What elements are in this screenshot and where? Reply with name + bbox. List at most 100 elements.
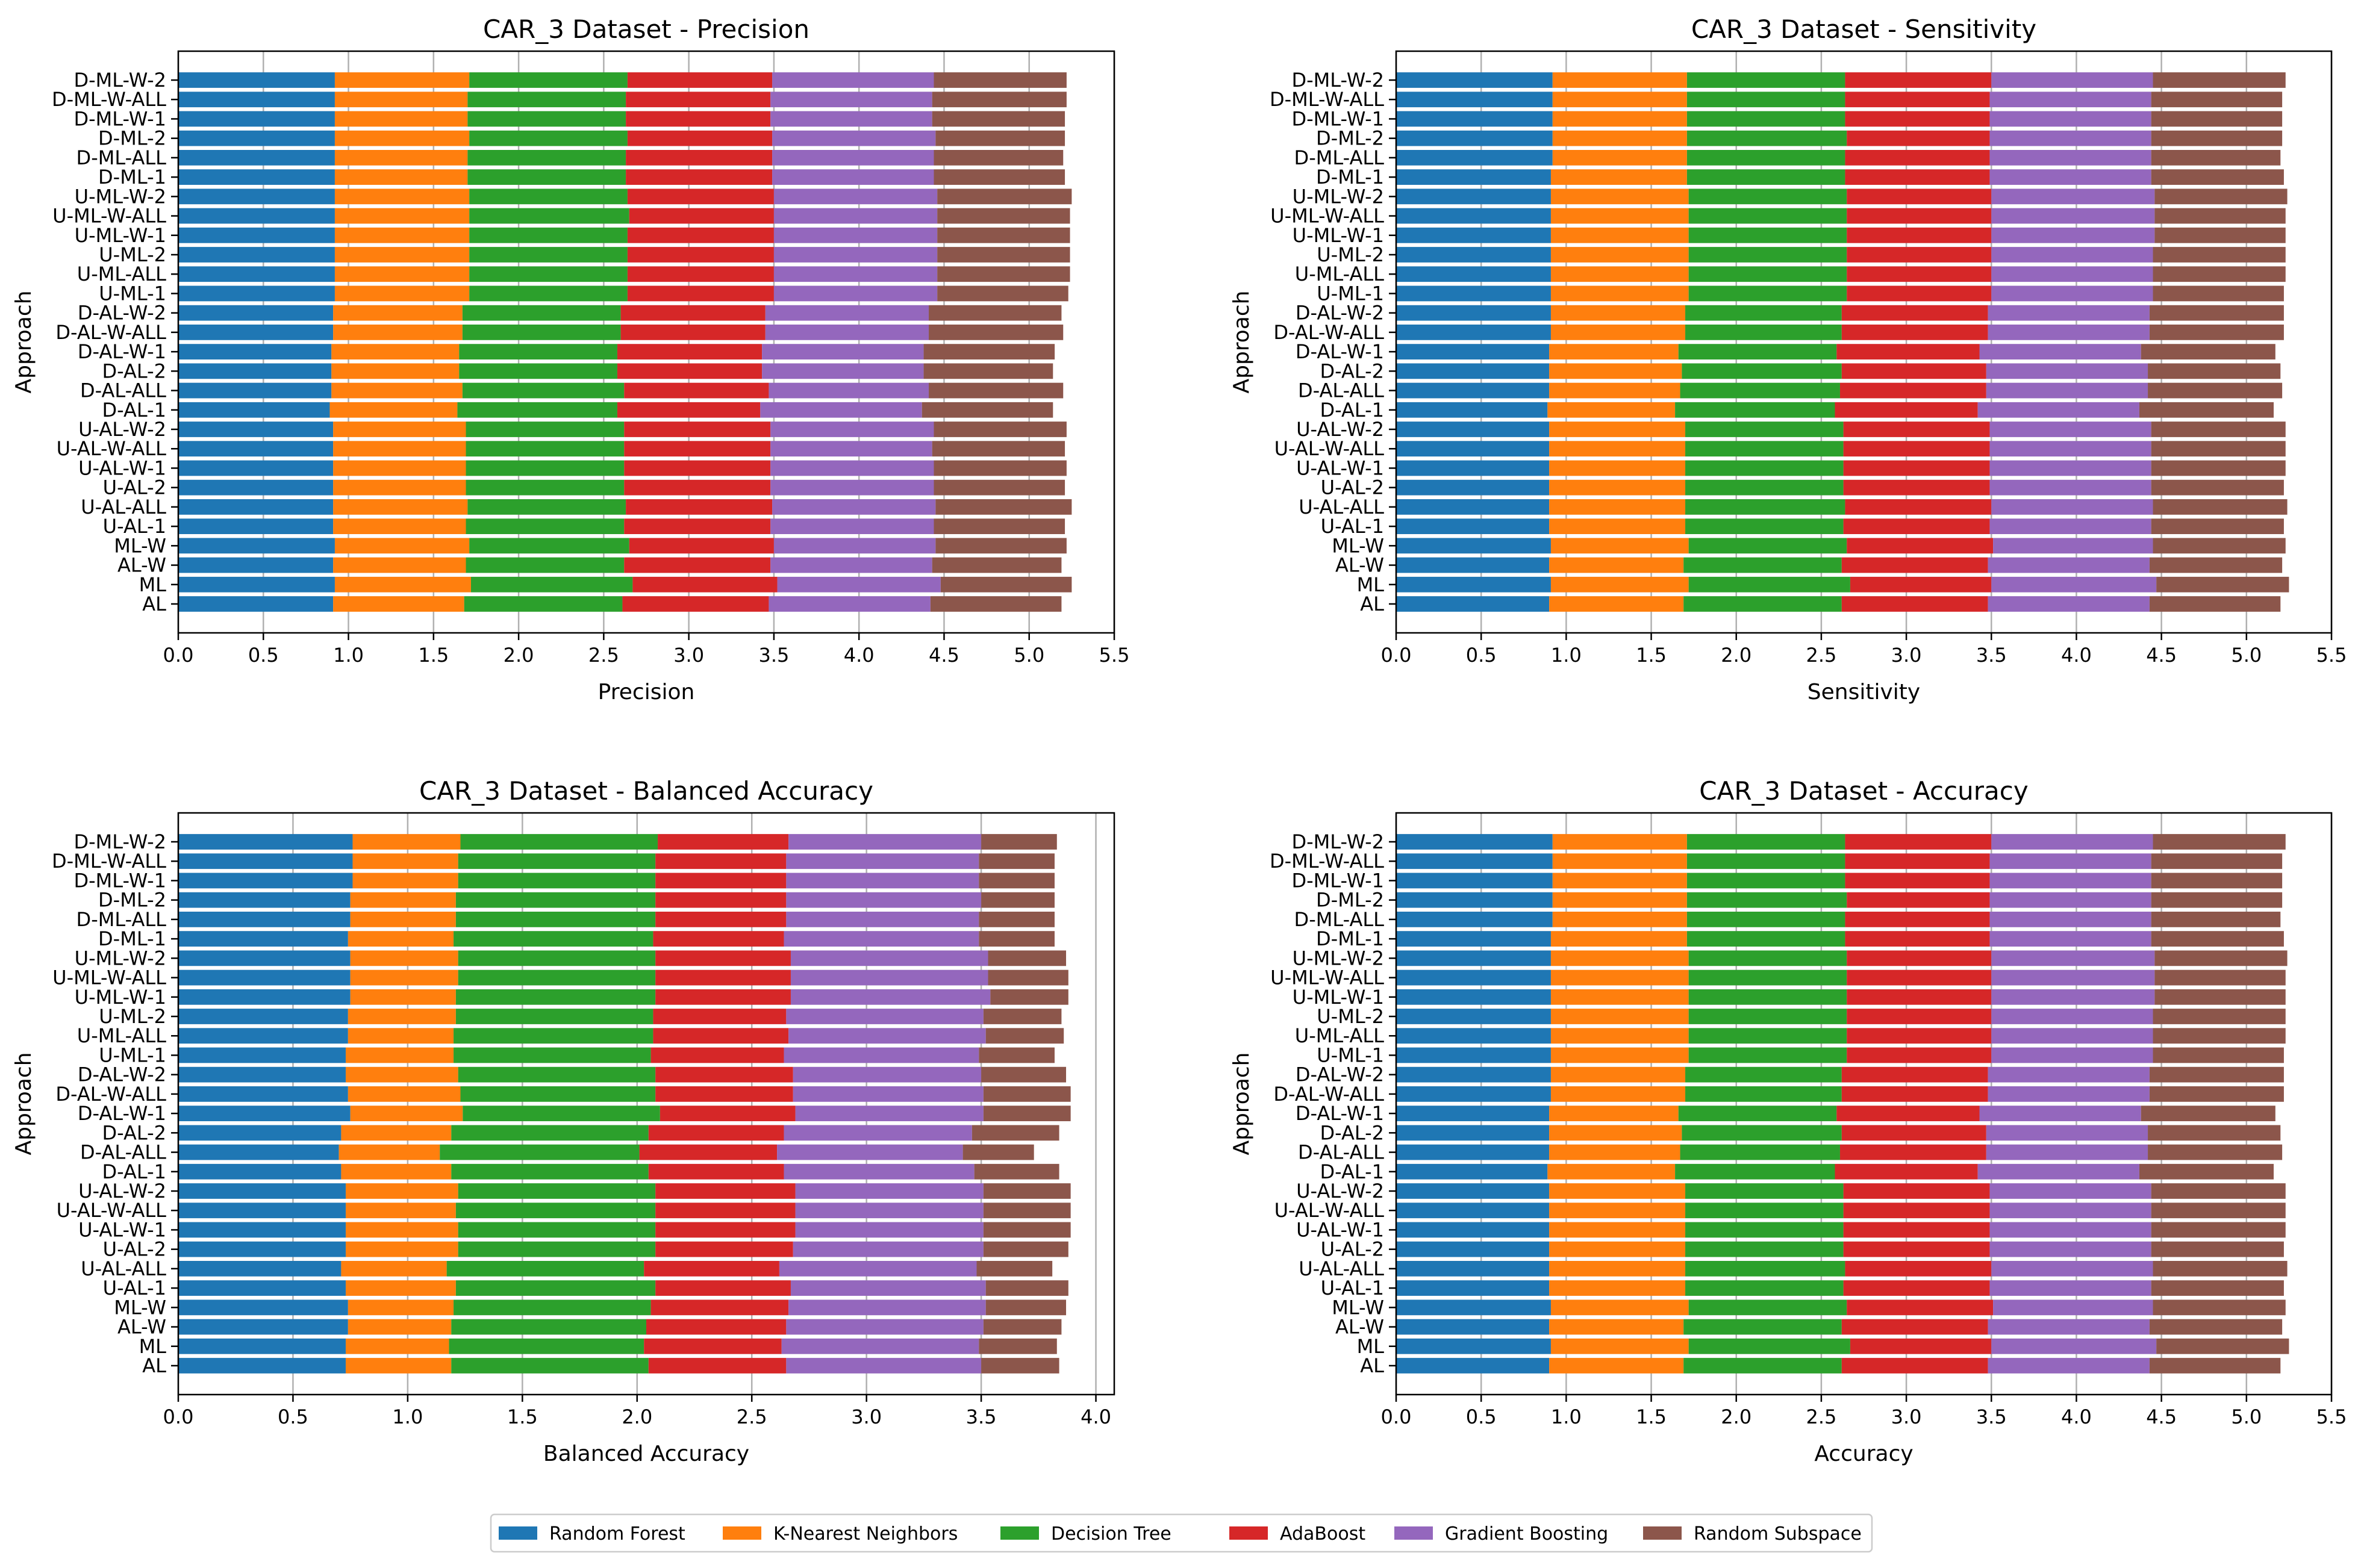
bar-random-forest-d-al-2: [178, 1125, 342, 1141]
y-tick-label: D-ML-1: [1316, 166, 1384, 188]
bar-decision-tree-u-al-1: [1685, 1280, 1844, 1296]
bar-random-subspace-al-w: [983, 1319, 1062, 1335]
y-tick-label: ML: [139, 1335, 167, 1358]
bar-random-forest-ml-w: [178, 1299, 348, 1316]
bar-k-nearest-neighbors-u-ml-1: [1550, 285, 1689, 302]
y-tick-label: U-AL-W-ALL: [57, 437, 167, 460]
bar-random-subspace-u-ml-w-1: [990, 989, 1068, 1005]
bar-k-nearest-neighbors-al: [333, 596, 464, 612]
x-tick-label: 4.0: [1081, 1405, 1111, 1428]
bar-gradient-boosting-ml-w: [1993, 1299, 2153, 1316]
legend-swatch-gradient-boosting: [1394, 1526, 1433, 1540]
bar-adaboost-d-al-all: [639, 1144, 778, 1160]
bar-random-subspace-ml-w: [2153, 538, 2286, 554]
x-tick-label: 5.0: [2231, 644, 2262, 667]
bar-random-forest-u-al-w-2: [178, 1183, 346, 1199]
bar-gradient-boosting-ml: [781, 1338, 979, 1354]
bar-gradient-boosting-u-ml-2: [786, 1009, 984, 1024]
bar-decision-tree-u-al-w-2: [458, 1183, 656, 1199]
bar-k-nearest-neighbors-u-al-w-all: [1549, 1202, 1686, 1219]
bar-decision-tree-d-ml-w-1: [467, 111, 626, 127]
bar-adaboost-d-al-w-all: [1841, 325, 1988, 340]
bar-k-nearest-neighbors-d-ml-1: [348, 931, 454, 947]
bar-decision-tree-d-al-w-1: [1678, 344, 1837, 359]
bar-random-subspace-u-al-all: [2153, 1261, 2288, 1277]
bar-k-nearest-neighbors-u-ml-w-2: [334, 188, 470, 205]
bar-gradient-boosting-d-ml-all: [1989, 912, 2151, 927]
bar-k-nearest-neighbors-ml: [334, 576, 471, 593]
bar-gradient-boosting-d-ml-w-2: [788, 834, 982, 850]
bar-random-subspace-d-al-all: [962, 1144, 1034, 1160]
bar-random-forest-d-ml-w-2: [178, 834, 353, 850]
bar-random-forest-d-al-1: [1396, 402, 1548, 418]
bar-decision-tree-u-ml-1: [1688, 1047, 1847, 1063]
bar-decision-tree-u-ml-w-1: [1688, 989, 1847, 1005]
bar-adaboost-d-ml-w-2: [1845, 72, 1992, 88]
bar-adaboost-u-al-all: [626, 499, 773, 515]
y-tick-label: U-AL-W-1: [78, 1218, 166, 1241]
bar-random-forest-u-ml-w-all: [178, 969, 351, 986]
bar-random-forest-d-ml-2: [1396, 892, 1553, 908]
bar-gradient-boosting-d-al-w-all: [1988, 1086, 2150, 1102]
bar-random-forest-u-ml-2: [1396, 1009, 1551, 1024]
bar-adaboost-u-ml-2: [653, 1009, 787, 1024]
bar-k-nearest-neighbors-u-al-2: [1549, 1241, 1686, 1257]
bar-gradient-boosting-u-al-w-1: [1989, 1222, 2151, 1238]
bar-k-nearest-neighbors-u-al-w-1: [333, 460, 466, 476]
bar-random-forest-u-ml-w-all: [1396, 969, 1551, 986]
bar-decision-tree-d-al-w-2: [1685, 305, 1842, 321]
bar-decision-tree-u-ml-w-2: [1688, 188, 1847, 205]
x-tick-label: 0.0: [1381, 644, 1412, 667]
y-tick-label: D-AL-2: [1320, 359, 1384, 382]
chart-title: CAR_3 Dataset - Accuracy: [1699, 776, 2028, 806]
bar-k-nearest-neighbors-d-al-all: [1549, 382, 1680, 399]
y-tick-label: ML-W: [1332, 534, 1384, 557]
bar-decision-tree-u-al-2: [458, 1241, 656, 1257]
bar-gradient-boosting-u-al-w-1: [770, 460, 934, 476]
bar-gradient-boosting-d-al-all: [769, 382, 929, 399]
bar-k-nearest-neighbors-d-ml-w-all: [1552, 92, 1687, 108]
x-tick-label: 0.5: [248, 644, 279, 667]
x-tick-label: 1.5: [1636, 1405, 1667, 1428]
bar-gradient-boosting-u-ml-all: [788, 1028, 986, 1044]
bar-adaboost-d-ml-w-2: [658, 834, 789, 850]
bar-adaboost-d-al-1: [617, 402, 761, 418]
bar-random-subspace-d-ml-w-2: [2153, 72, 2286, 88]
bar-k-nearest-neighbors-u-ml-w-1: [1550, 989, 1689, 1005]
bar-gradient-boosting-ml: [777, 576, 941, 593]
bar-adaboost-d-al-all: [1839, 1144, 1986, 1160]
bar-decision-tree-u-ml-1: [469, 285, 628, 302]
bar-k-nearest-neighbors-d-ml-all: [1552, 912, 1687, 927]
bar-random-subspace-d-ml-w-all: [2151, 853, 2283, 870]
bar-k-nearest-neighbors-u-al-2: [346, 1241, 458, 1257]
bar-adaboost-u-al-w-1: [624, 460, 771, 476]
y-tick-label: D-ML-ALL: [76, 908, 167, 931]
x-tick-label: 1.0: [1551, 1405, 1582, 1428]
bar-random-forest-ml: [1396, 1338, 1551, 1354]
bar-random-subspace-d-ml-w-1: [979, 873, 1055, 889]
x-tick-label: 4.5: [929, 644, 959, 667]
bar-gradient-boosting-u-al-w-1: [1989, 460, 2151, 476]
y-tick-label: U-ML-1: [99, 282, 166, 305]
bar-gradient-boosting-d-al-w-2: [1988, 1066, 2150, 1083]
y-tick-label: U-AL-2: [1321, 1238, 1384, 1261]
bar-k-nearest-neighbors-al-w: [1549, 1319, 1684, 1335]
y-tick-label: U-AL-W-2: [78, 418, 166, 441]
bar-random-forest-u-ml-2: [1396, 247, 1551, 263]
bar-random-forest-u-ml-w-2: [178, 950, 351, 966]
bar-k-nearest-neighbors-u-ml-2: [334, 247, 470, 263]
bar-gradient-boosting-u-ml-w-2: [773, 188, 938, 205]
bar-adaboost-al: [622, 596, 769, 612]
y-tick-label: ML: [139, 573, 167, 596]
bar-adaboost-ml-w: [1847, 1299, 1994, 1316]
y-tick-label: U-AL-W-1: [78, 456, 166, 479]
bar-gradient-boosting-u-al-w-2: [1989, 1183, 2151, 1199]
bar-random-forest-d-al-1: [178, 1163, 342, 1180]
bar-decision-tree-u-al-w-2: [1685, 1183, 1844, 1199]
bar-decision-tree-d-al-all: [440, 1144, 640, 1160]
y-tick-label: D-AL-W-ALL: [55, 1083, 166, 1106]
legend-label-decision-tree: Decision Tree: [1051, 1523, 1171, 1545]
y-tick-label: D-AL-2: [102, 1121, 166, 1144]
bar-random-forest-d-al-1: [178, 402, 330, 418]
